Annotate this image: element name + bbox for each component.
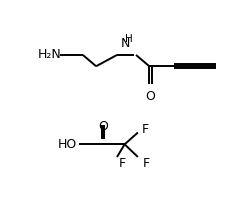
Text: HO: HO bbox=[58, 138, 77, 151]
Text: O: O bbox=[98, 120, 108, 133]
Text: F: F bbox=[142, 123, 149, 136]
Text: N: N bbox=[121, 37, 130, 51]
Text: O: O bbox=[145, 90, 155, 103]
Text: F: F bbox=[143, 157, 150, 170]
Text: H: H bbox=[124, 34, 132, 44]
Text: H₂N: H₂N bbox=[38, 48, 62, 62]
Text: F: F bbox=[119, 157, 126, 170]
